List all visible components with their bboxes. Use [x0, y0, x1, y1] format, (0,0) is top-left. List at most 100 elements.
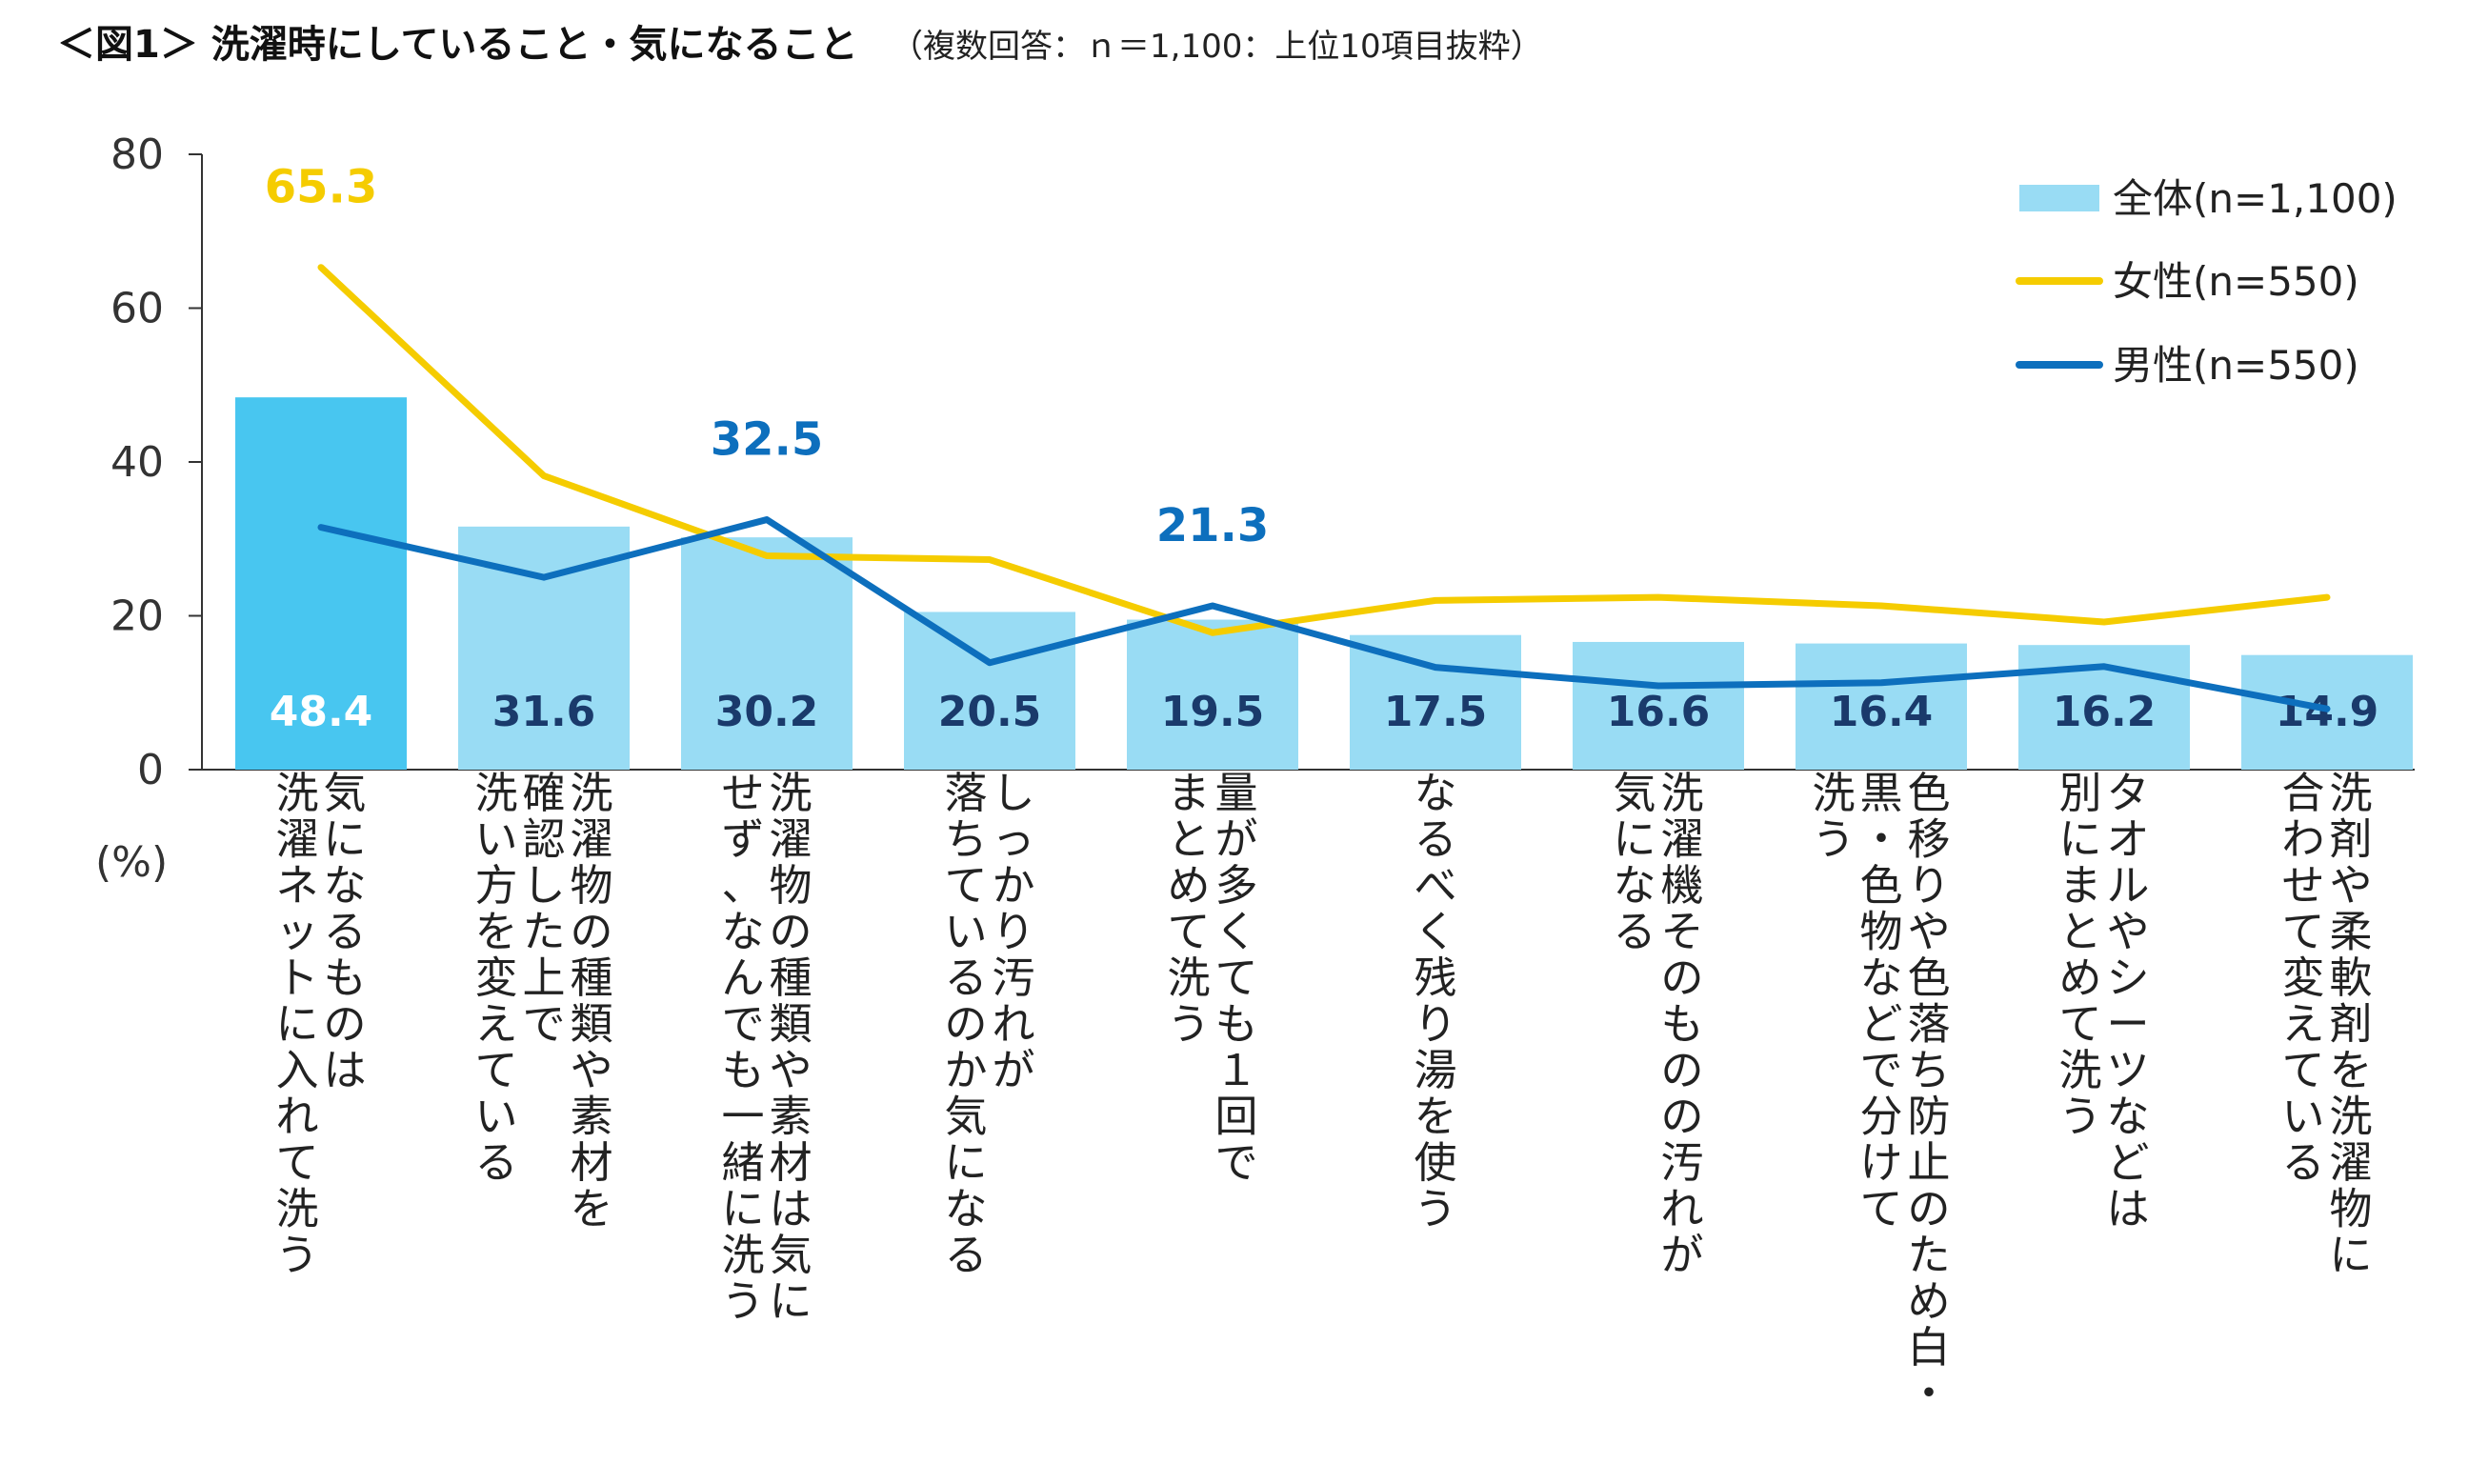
category-char: 汚 [1660, 1137, 1703, 1188]
category-char: う [1812, 814, 1855, 865]
category-char: そ [1660, 907, 1703, 957]
legend-swatch-all [2019, 185, 2099, 211]
category-char: ん [721, 953, 764, 1003]
category-char: 洗 [2058, 1045, 2101, 1095]
category-char: か [944, 1045, 987, 1095]
category-char: ど [2106, 1137, 2149, 1188]
category-char: と [2058, 907, 2101, 957]
category-char: 認 [522, 814, 565, 865]
category-char: 緒 [721, 1137, 764, 1188]
bar [1350, 634, 1521, 770]
category-char: て [2281, 1045, 2324, 1095]
legend-label: 男性(n=550) [2113, 342, 2359, 389]
category-char: も [721, 1045, 764, 1095]
category-char: て [944, 860, 987, 911]
bar-value-labels: 48.4 31.6 30.2 20.5 19.5 17.5 16.6 16.4 16.2 14.9 [270, 688, 2379, 736]
category-char: の [1660, 1045, 1703, 1095]
category-char: ル [2106, 860, 2149, 911]
legend-label: 全体(n=1,100) [2113, 175, 2398, 222]
category-char: 類 [769, 999, 812, 1050]
category-char: れ [1660, 1184, 1703, 1234]
category-char: る [944, 953, 987, 1003]
category-char: 確 [522, 768, 565, 818]
category-char: シ [2106, 953, 2149, 1003]
category-char: 残 [1414, 953, 1456, 1003]
category-char: て [1859, 1184, 1902, 1234]
category-char: っ [992, 814, 1034, 865]
category-char: め [1907, 1276, 1950, 1327]
y-tick-label: 60 [110, 285, 164, 333]
category-char: の [1660, 1092, 1703, 1142]
category-char: が [1214, 814, 1257, 865]
category-char: で [721, 999, 764, 1050]
category-char: な [944, 1184, 987, 1234]
category-char: 物 [1859, 907, 1902, 957]
category-char: 材 [769, 1137, 812, 1188]
category-char: や [570, 1045, 612, 1095]
category-char: め [1167, 860, 1210, 911]
category-char: ー [2106, 999, 2149, 1050]
category-char: ・ [1907, 1369, 1950, 1419]
category-char: 色 [1859, 860, 1902, 911]
category-char: 濯 [1660, 814, 1703, 865]
category-char: も [323, 953, 366, 1003]
category-char: く [1414, 907, 1456, 957]
peak-annotations: 65.3 32.5 21.3 [265, 161, 1269, 552]
category-char: な [1859, 953, 1902, 1003]
category-char: ど [1859, 999, 1902, 1050]
category-char: 気 [769, 1230, 812, 1280]
category-char: ず [721, 814, 764, 865]
category-char: る [474, 1137, 517, 1188]
bar [1573, 641, 1744, 770]
category-char: を [474, 907, 517, 957]
category-char: な [2106, 1092, 2149, 1142]
category-char: 止 [1907, 1137, 1950, 1188]
category-char: と [1167, 814, 1210, 865]
bar-value-label: 16.2 [2053, 688, 2157, 736]
category-char: 色 [1907, 768, 1950, 818]
category-char: 洗 [2329, 1092, 2372, 1142]
category-char: 物 [769, 860, 812, 911]
category-char: や [2106, 907, 2149, 957]
category-char: 別 [2058, 768, 2101, 818]
category-char: や [769, 1045, 812, 1095]
category-char: 洗 [1812, 768, 1855, 818]
category-char: タ [2106, 768, 2149, 818]
category-char: 入 [275, 1045, 318, 1095]
category-char: い [474, 814, 517, 865]
category-char: う [1414, 1184, 1456, 1234]
category-char: る [1613, 907, 1655, 957]
bar-value-label: 20.5 [938, 688, 1042, 736]
category-char: 類 [570, 999, 612, 1050]
category-char: で [1214, 1137, 1257, 1188]
category-char: 防 [1907, 1092, 1950, 1142]
category-char: ち [1907, 1045, 1950, 1095]
bar-value-label: 17.5 [1384, 688, 1488, 736]
series-lines [317, 264, 2331, 712]
category-char: を [2329, 1045, 2372, 1095]
category-char: に [323, 814, 366, 865]
category-char: が [992, 1045, 1034, 1095]
category-char: て [2281, 907, 2324, 957]
category-char: を [1414, 1092, 1456, 1142]
category-labels: 気になるものは洗濯ネットに入れて洗う洗濯物の種類や素材を確認した上で洗い方を変え… [275, 768, 2372, 1419]
category-char: れ [275, 1092, 318, 1142]
category-char: オ [2106, 814, 2149, 865]
bar-value-label: 48.4 [270, 688, 373, 736]
category-char: ッ [275, 907, 318, 957]
category-char: せ [721, 768, 764, 818]
category-char: 回 [1214, 1092, 1257, 1142]
category-char: 、 [721, 860, 764, 911]
category-char: せ [2281, 860, 2324, 911]
category-char: 方 [474, 860, 517, 911]
category-char: 気 [944, 1092, 987, 1142]
category-char: ま [2058, 860, 2101, 911]
category-char: え [474, 999, 517, 1050]
category-char: な [323, 860, 366, 911]
category-char: や [2329, 860, 2372, 911]
category-char: る [323, 907, 366, 957]
category-char: 一 [721, 1092, 764, 1142]
category-char: 物 [2329, 1184, 2372, 1234]
category-char: た [1907, 1230, 1950, 1280]
category-char: る [1414, 814, 1456, 865]
